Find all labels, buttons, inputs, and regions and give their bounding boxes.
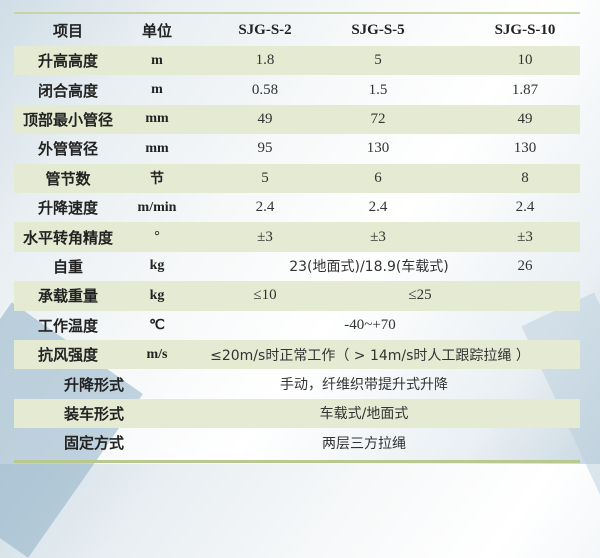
row-unit: 节 — [150, 172, 164, 188]
row-value: 5 — [261, 169, 269, 186]
row-unit: mm — [145, 140, 169, 156]
table-row: 顶部最小管径 mm 49 72 49 — [14, 104, 580, 135]
table-row: 工作温度 ℃ -40~+70 — [14, 311, 580, 340]
row-value: ±3 — [257, 228, 273, 245]
row-value: 1.5 — [368, 81, 388, 98]
row-value: ≤10 — [253, 287, 277, 304]
table-row: 外管管径 mm 95 130 130 — [14, 134, 580, 163]
row-label: 工作温度 — [37, 316, 98, 335]
row-unit: m/min — [137, 199, 177, 215]
row-value: 95 — [257, 140, 273, 157]
row-unit: mm — [145, 111, 169, 127]
row-label: 抗风强度 — [37, 346, 98, 365]
spec-table: 项目 单位 SJG-S-2 SJG-S-5 SJG-S-10 升高高度 m 1.8 5… — [14, 12, 580, 463]
table-row: 固定方式 两层三方拉绳 — [14, 428, 580, 457]
table-row: 管节数 节 5 6 8 — [14, 163, 580, 193]
table-row: 装车形式 车载式/地面式 — [14, 398, 580, 429]
row-unit: m/s — [146, 346, 168, 362]
table-row: 自重 kg 23(地面式)/18.9(车载式) 26 — [14, 252, 580, 281]
row-value: 10 — [517, 52, 533, 69]
row-value: 手动，纤维织带提升式升降 — [280, 377, 448, 394]
row-value: 26 — [517, 257, 533, 274]
row-value: 2.4 — [368, 199, 388, 216]
row-unit: m — [151, 82, 163, 98]
row-label: 升高高度 — [37, 52, 98, 71]
row-value: 0.58 — [251, 81, 279, 98]
row-label: 升降形式 — [63, 375, 124, 394]
row-label: 升降速度 — [37, 199, 98, 218]
row-value: 8 — [521, 169, 529, 186]
row-value: 49 — [257, 110, 273, 127]
row-label: 顶部最小管径 — [22, 110, 113, 129]
row-label: 承载重量 — [37, 287, 98, 306]
row-value: -40~+70 — [344, 316, 396, 333]
row-label: 固定方式 — [63, 434, 124, 453]
row-value: 49 — [517, 110, 533, 127]
row-value: 车载式/地面式 — [319, 406, 409, 423]
header-model: SJG-S-2 — [238, 21, 292, 38]
header-model: SJG-S-5 — [351, 21, 405, 38]
row-unit: ° — [154, 229, 160, 245]
row-value: ±3 — [370, 228, 386, 245]
row-value: 130 — [366, 140, 390, 157]
row-value: 1.87 — [511, 81, 539, 98]
row-unit: ℃ — [149, 317, 165, 333]
row-value: 72 — [370, 110, 386, 127]
row-value: ≤20m/s时正常工作（ > 14m/s时人工跟踪拉绳 ） — [210, 347, 530, 364]
row-value: 2.4 — [515, 199, 535, 216]
row-unit: m — [151, 52, 163, 68]
row-value: 130 — [513, 140, 537, 157]
table-row: 水平转角精度 ° ±3 ±3 ±3 — [14, 222, 580, 252]
row-unit: kg — [149, 287, 165, 303]
row-value: 23(地面式)/18.9(车载式) — [289, 259, 449, 276]
row-value: ≤25 — [408, 287, 432, 304]
row-value: 5 — [374, 52, 382, 69]
row-label: 管节数 — [45, 169, 91, 188]
row-value: 两层三方拉绳 — [322, 435, 406, 452]
row-value: 1.8 — [255, 52, 275, 69]
table-row: 抗风强度 m/s ≤20m/s时正常工作（ > 14m/s时人工跟踪拉绳 ） — [14, 340, 580, 370]
table-row: 闭合高度 m 0.58 1.5 1.87 — [14, 75, 580, 104]
row-unit: kg — [149, 258, 165, 274]
table-row: 承载重量 kg ≤10 ≤25 — [14, 281, 580, 311]
row-value: 2.4 — [255, 199, 275, 216]
header-unit: 单位 — [141, 21, 172, 40]
table-header: 项目 单位 SJG-S-2 SJG-S-5 SJG-S-10 — [14, 14, 580, 48]
row-label: 自重 — [52, 257, 83, 276]
table-row: 升高高度 m 1.8 5 10 — [14, 46, 580, 76]
row-value: 6 — [374, 169, 382, 186]
row-label: 外管管径 — [37, 140, 98, 159]
row-value: ±3 — [517, 228, 533, 245]
table-row: 升降速度 m/min 2.4 2.4 2.4 — [14, 193, 580, 222]
table-row: 升降形式 手动，纤维织带提升式升降 — [14, 369, 580, 398]
header-model: SJG-S-10 — [494, 21, 556, 38]
row-label: 闭合高度 — [37, 81, 98, 100]
header-item: 项目 — [52, 21, 83, 40]
row-label: 水平转角精度 — [22, 228, 113, 247]
row-label: 装车形式 — [63, 404, 124, 423]
